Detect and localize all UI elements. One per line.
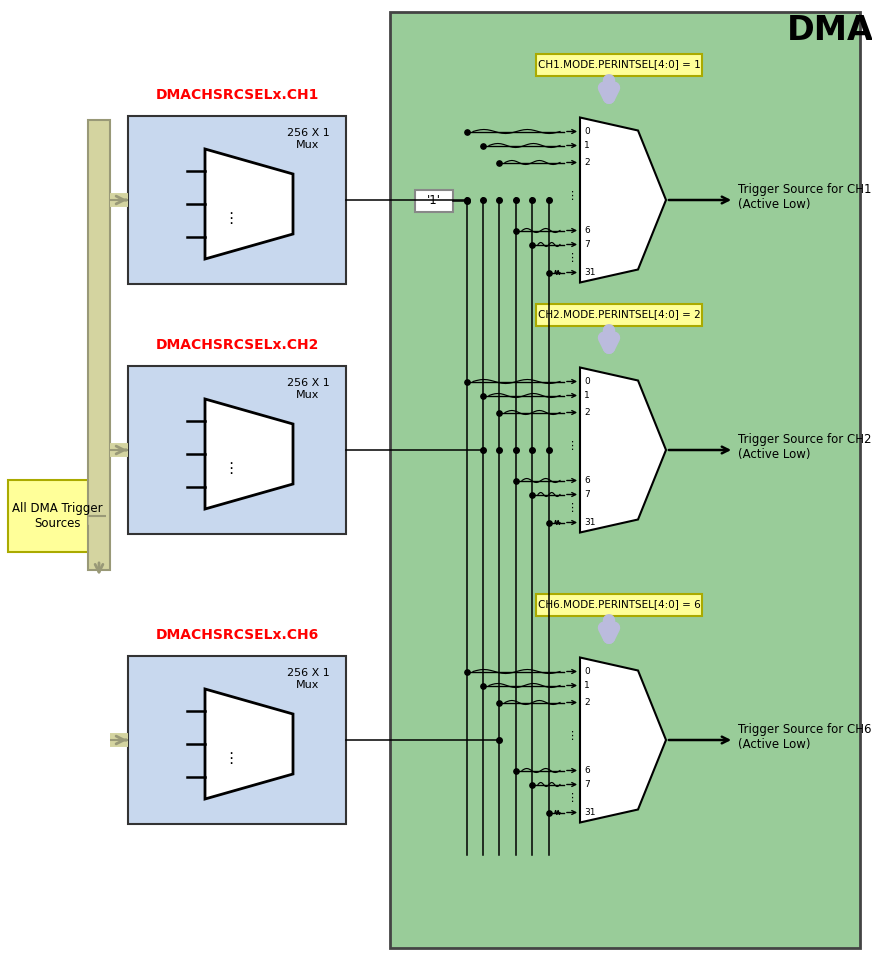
Polygon shape	[580, 368, 666, 533]
Text: ⋮: ⋮	[567, 503, 577, 514]
Text: DMACHSRCSELx.CH6: DMACHSRCSELx.CH6	[155, 628, 318, 642]
Text: '1': '1'	[427, 195, 441, 207]
Text: Trigger Source for CH6
(Active Low): Trigger Source for CH6 (Active Low)	[738, 723, 871, 751]
Text: 6: 6	[584, 226, 589, 235]
Text: 31: 31	[584, 518, 596, 527]
Bar	[128, 366, 346, 534]
Text: 7: 7	[584, 240, 589, 249]
Text: 1: 1	[584, 681, 589, 690]
Text: ⋮: ⋮	[567, 794, 577, 804]
Text: 2: 2	[584, 408, 589, 417]
Text: 2: 2	[584, 158, 589, 167]
Text: CH1.MODE.PERINTSEL[4:0] = 1: CH1.MODE.PERINTSEL[4:0] = 1	[538, 60, 700, 69]
Bar	[128, 656, 346, 824]
Bar	[88, 120, 110, 570]
Text: 31: 31	[584, 268, 596, 277]
Text: 7: 7	[584, 780, 589, 789]
Text: ⋮: ⋮	[223, 751, 239, 765]
Bar	[536, 54, 702, 76]
Text: CH6.MODE.PERINTSEL[4:0] = 6: CH6.MODE.PERINTSEL[4:0] = 6	[538, 599, 700, 610]
Text: DMACHSRCSELx.CH2: DMACHSRCSELx.CH2	[155, 338, 318, 352]
Polygon shape	[205, 689, 293, 799]
Text: ⋮: ⋮	[223, 210, 239, 226]
Polygon shape	[580, 658, 666, 823]
Text: 7: 7	[584, 490, 589, 499]
Text: 0: 0	[584, 667, 589, 676]
Bar	[8, 480, 106, 552]
Bar	[390, 12, 860, 948]
Polygon shape	[205, 149, 293, 259]
Text: ⋮: ⋮	[567, 442, 577, 451]
Bar	[128, 116, 346, 284]
Text: 256 X 1
Mux: 256 X 1 Mux	[287, 128, 330, 150]
Text: 0: 0	[584, 377, 589, 386]
Text: 256 X 1
Mux: 256 X 1 Mux	[287, 668, 330, 689]
Text: 1: 1	[584, 391, 589, 400]
Text: Trigger Source for CH1
(Active Low): Trigger Source for CH1 (Active Low)	[738, 183, 871, 211]
Text: 256 X 1
Mux: 256 X 1 Mux	[287, 378, 330, 399]
Text: Trigger Source for CH2
(Active Low): Trigger Source for CH2 (Active Low)	[738, 433, 871, 461]
Text: DMA: DMA	[787, 13, 872, 46]
Text: ⋮: ⋮	[223, 461, 239, 475]
Bar	[536, 593, 702, 615]
Text: 6: 6	[584, 766, 589, 775]
Text: 0: 0	[584, 127, 589, 136]
Bar	[536, 303, 702, 325]
Text: ⋮: ⋮	[567, 253, 577, 263]
Text: ⋮: ⋮	[567, 191, 577, 202]
Text: CH2.MODE.PERINTSEL[4:0] = 2: CH2.MODE.PERINTSEL[4:0] = 2	[538, 309, 700, 320]
Text: 31: 31	[584, 808, 596, 817]
Text: ⋮: ⋮	[567, 732, 577, 741]
Polygon shape	[205, 399, 293, 509]
Text: 2: 2	[584, 698, 589, 707]
Bar	[415, 190, 453, 212]
Text: 6: 6	[584, 476, 589, 485]
Text: All DMA Trigger
Sources: All DMA Trigger Sources	[11, 502, 102, 530]
Polygon shape	[580, 117, 666, 282]
Text: DMACHSRCSELx.CH1: DMACHSRCSELx.CH1	[155, 88, 318, 102]
Text: 1: 1	[584, 141, 589, 150]
